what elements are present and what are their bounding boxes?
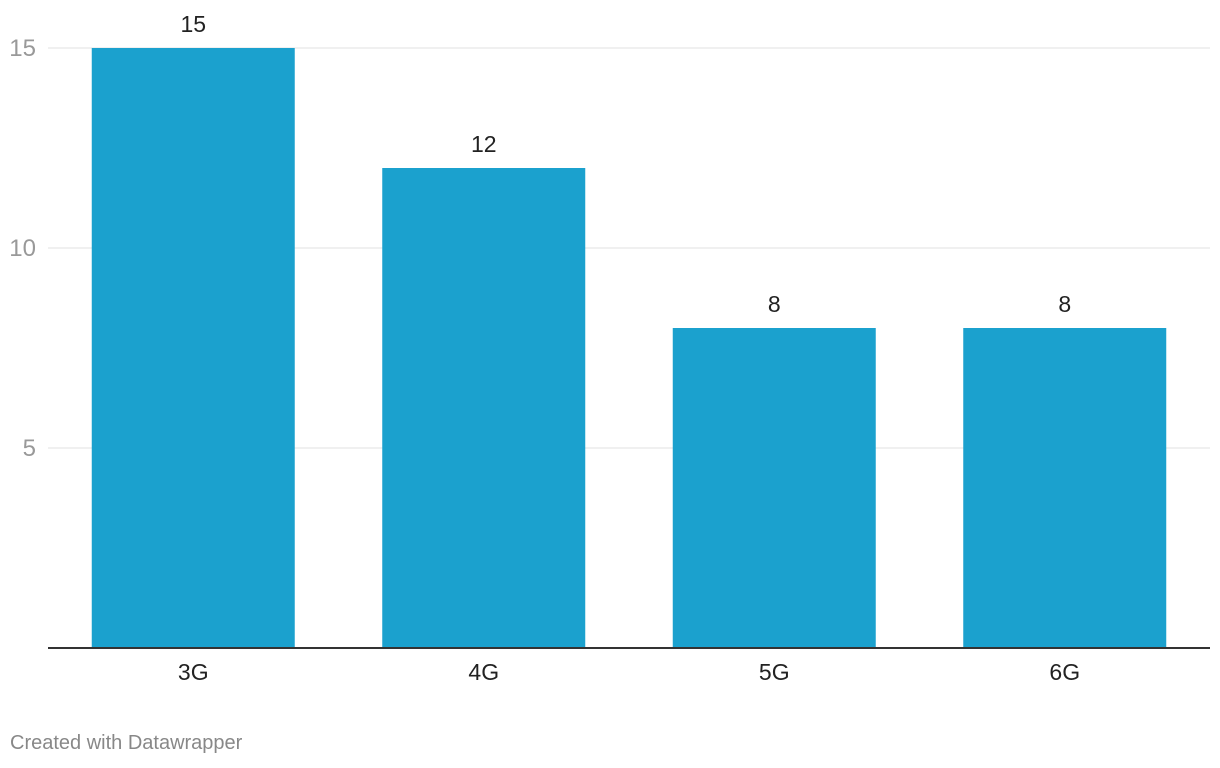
x-tick-label-3G: 3G <box>178 659 209 685</box>
value-label-3G: 15 <box>180 11 206 37</box>
x-tick-label-5G: 5G <box>759 659 790 685</box>
x-tick-label-6G: 6G <box>1049 659 1080 685</box>
bar-3G <box>91 48 295 648</box>
bar-4G <box>382 168 586 648</box>
bar-6G <box>963 328 1167 648</box>
axes: 5 10 15 3G 4G 5G 6G <box>9 35 1210 685</box>
footer-credit: Created with Datawrapper <box>10 732 243 754</box>
value-labels: 15 12 8 8 <box>180 11 1071 317</box>
y-tick-label: 15 <box>9 35 36 62</box>
bars <box>91 48 1167 648</box>
x-tick-label-4G: 4G <box>468 659 499 685</box>
value-label-4G: 12 <box>471 131 497 157</box>
y-tick-label: 10 <box>9 235 36 262</box>
value-label-5G: 8 <box>768 291 781 317</box>
bar-5G <box>672 328 876 648</box>
value-label-6G: 8 <box>1058 291 1071 317</box>
y-tick-label: 5 <box>23 435 36 462</box>
